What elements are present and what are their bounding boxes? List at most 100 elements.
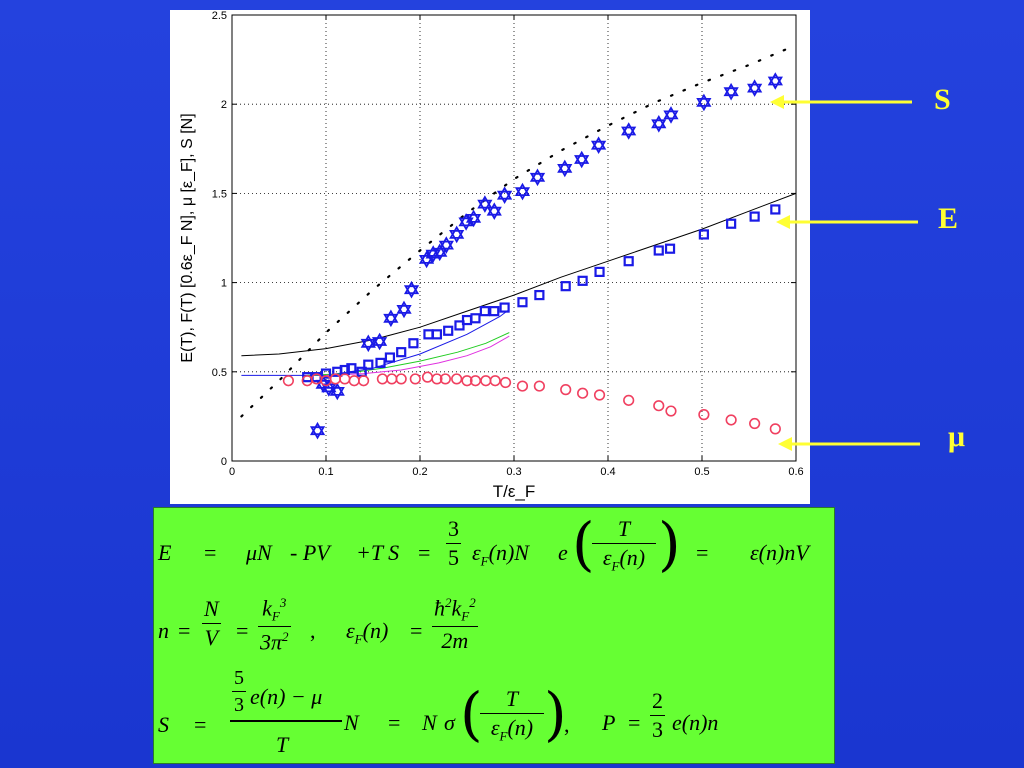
point-mu [516, 380, 529, 392]
point-s [371, 332, 388, 351]
f1-frac-den: 5 [446, 543, 461, 570]
x-tick-label: 0 [229, 466, 235, 478]
point-s-tri-down [557, 163, 573, 178]
point-s-tri-down [329, 386, 345, 401]
x-tick-label: 0.6 [788, 466, 803, 478]
point-s-tri-down [747, 83, 763, 97]
f3-big-den: T [276, 732, 289, 757]
point-s-tri-up [486, 202, 502, 216]
point-s [696, 93, 712, 112]
point-mu [282, 375, 294, 387]
point-e [443, 325, 454, 336]
point-s-tri-down [574, 155, 590, 169]
point-s-tri-down [418, 254, 435, 269]
point-mu [577, 387, 589, 399]
point-s-tri-down [696, 98, 712, 112]
point-s-tri-up [309, 421, 326, 436]
f1-paren-right: ) [658, 510, 681, 578]
y-tick-label: 1 [221, 278, 227, 290]
point-mu [409, 373, 421, 385]
point-s-tri-down [621, 126, 637, 140]
f1-left: E [158, 540, 172, 565]
point-s-tri-down [651, 119, 667, 133]
point-s-tri-down [723, 87, 739, 101]
point-e [653, 245, 664, 256]
point-e [479, 306, 490, 317]
point-s [449, 225, 465, 244]
f3-frac-5-3: 5 3 [232, 668, 246, 715]
point-s [590, 136, 607, 154]
point-s-tri-down [465, 213, 482, 228]
point-mu [395, 373, 407, 385]
point-mu [698, 409, 710, 421]
curve-solid-1 [241, 192, 797, 357]
point-s-tri-down [477, 199, 493, 213]
f1-eq1: = [204, 540, 217, 565]
point-s-tri-down [767, 76, 783, 90]
point-e [770, 204, 781, 215]
point-e [594, 266, 605, 277]
f3-sigma: σ [444, 710, 455, 735]
plot-panel: 0 0.1 0.2 0.3 0.4 0.5 0.6 0 0.5 1 1.5 2 2.5 T/ε_F E(T)… [170, 10, 810, 504]
point-s [514, 182, 531, 201]
plot-area [231, 14, 797, 462]
f2-eps: εF(n) [346, 618, 389, 647]
f2-f3-num: ħ2kF2 [434, 595, 476, 624]
point-s [747, 79, 763, 97]
curve-solid-4 [325, 335, 510, 376]
point-s [621, 122, 637, 140]
f1-e: e [558, 540, 568, 565]
point-s-tri-up [529, 168, 546, 182]
point-e [623, 256, 634, 267]
f3-comma: , [564, 712, 570, 737]
f2-f3-den: 2m [432, 625, 478, 652]
point-s-tri-up [747, 79, 763, 93]
point-s [529, 168, 546, 187]
point-s [486, 202, 502, 221]
point-s-tri-down [396, 304, 412, 319]
point-mu [439, 373, 451, 385]
point-e [560, 281, 571, 292]
point-e [408, 338, 419, 349]
x-tick-label: 0.1 [318, 466, 333, 478]
arrow-e-icon [776, 215, 918, 229]
y-tick-label: 2 [221, 99, 227, 111]
point-e [517, 297, 528, 308]
x-tick-label: 0.5 [694, 466, 709, 478]
point-s-tri-up [621, 122, 637, 136]
x-tick-label: 0.3 [506, 466, 521, 478]
point-s-tri-up [438, 236, 454, 250]
point-s-tri-up [651, 114, 667, 129]
point-s [557, 159, 573, 178]
point-s-tri-down [590, 140, 607, 154]
point-mu [451, 373, 463, 385]
f3-inner-num: T [505, 686, 519, 711]
point-s [465, 209, 482, 228]
f3-bn-den: 3 [232, 691, 246, 715]
point-s [574, 150, 590, 169]
point-s-tri-down [486, 206, 502, 221]
f3-p: P [602, 710, 616, 735]
f3-eq3: = [628, 710, 641, 735]
point-mu [665, 405, 677, 417]
f3-bn-rest: e(n) − μ [250, 684, 323, 709]
f3-inner-den: εF(n) [480, 713, 544, 742]
point-e [577, 275, 588, 286]
f3-inner-frac: T εF(n) [480, 688, 544, 742]
f1-right: ε(n)nV [750, 540, 809, 565]
point-s [383, 309, 399, 328]
f3-frac-2-3: 2 3 [650, 690, 665, 741]
f2-frac-nv: N V [202, 598, 221, 649]
f3-p-den: 3 [650, 715, 665, 742]
chart: 0 0.1 0.2 0.3 0.4 0.5 0.6 0 0.5 1 1.5 2 2.5 T/ε_F E(T)… [179, 10, 804, 501]
label-e: E [938, 202, 959, 235]
point-e [499, 302, 510, 313]
point-s-tri-down [438, 240, 454, 254]
point-mu [499, 376, 512, 389]
point-e [749, 211, 760, 222]
f2-f2-den: 3π2 [258, 625, 291, 653]
point-e [698, 229, 709, 240]
point-s-tri-up [396, 300, 412, 314]
f1-eps: εF(n)N [472, 540, 529, 569]
f3-p-rest: e(n)n [672, 710, 719, 735]
